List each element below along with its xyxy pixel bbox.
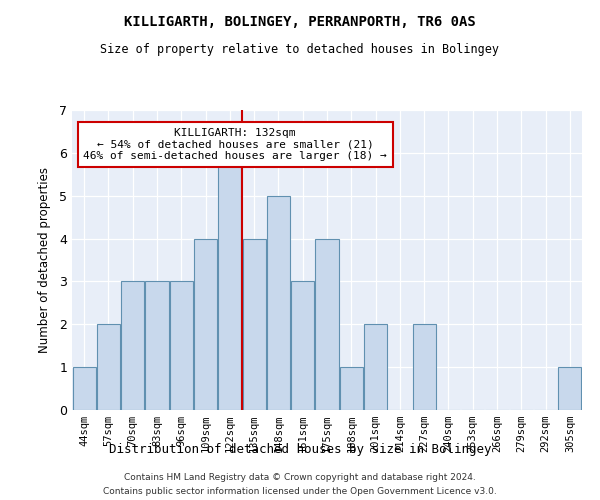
- Bar: [413, 324, 436, 410]
- Text: KILLIGARTH: 132sqm
← 54% of detached houses are smaller (21)
46% of semi-detache: KILLIGARTH: 132sqm ← 54% of detached hou…: [83, 128, 387, 161]
- Bar: [267, 196, 290, 410]
- Y-axis label: Number of detached properties: Number of detached properties: [38, 167, 51, 353]
- Text: Contains HM Land Registry data © Crown copyright and database right 2024.: Contains HM Land Registry data © Crown c…: [124, 473, 476, 482]
- Bar: [364, 324, 387, 410]
- Bar: [73, 367, 95, 410]
- Text: Distribution of detached houses by size in Bolingey: Distribution of detached houses by size …: [109, 444, 491, 456]
- Text: Contains public sector information licensed under the Open Government Licence v3: Contains public sector information licen…: [103, 486, 497, 496]
- Text: Size of property relative to detached houses in Bolingey: Size of property relative to detached ho…: [101, 42, 499, 56]
- Bar: [145, 282, 169, 410]
- Bar: [97, 324, 120, 410]
- Bar: [218, 153, 241, 410]
- Bar: [316, 238, 338, 410]
- Bar: [340, 367, 363, 410]
- Text: KILLIGARTH, BOLINGEY, PERRANPORTH, TR6 0AS: KILLIGARTH, BOLINGEY, PERRANPORTH, TR6 0…: [124, 15, 476, 29]
- Bar: [291, 282, 314, 410]
- Bar: [121, 282, 144, 410]
- Bar: [559, 367, 581, 410]
- Bar: [170, 282, 193, 410]
- Bar: [194, 238, 217, 410]
- Bar: [242, 238, 266, 410]
